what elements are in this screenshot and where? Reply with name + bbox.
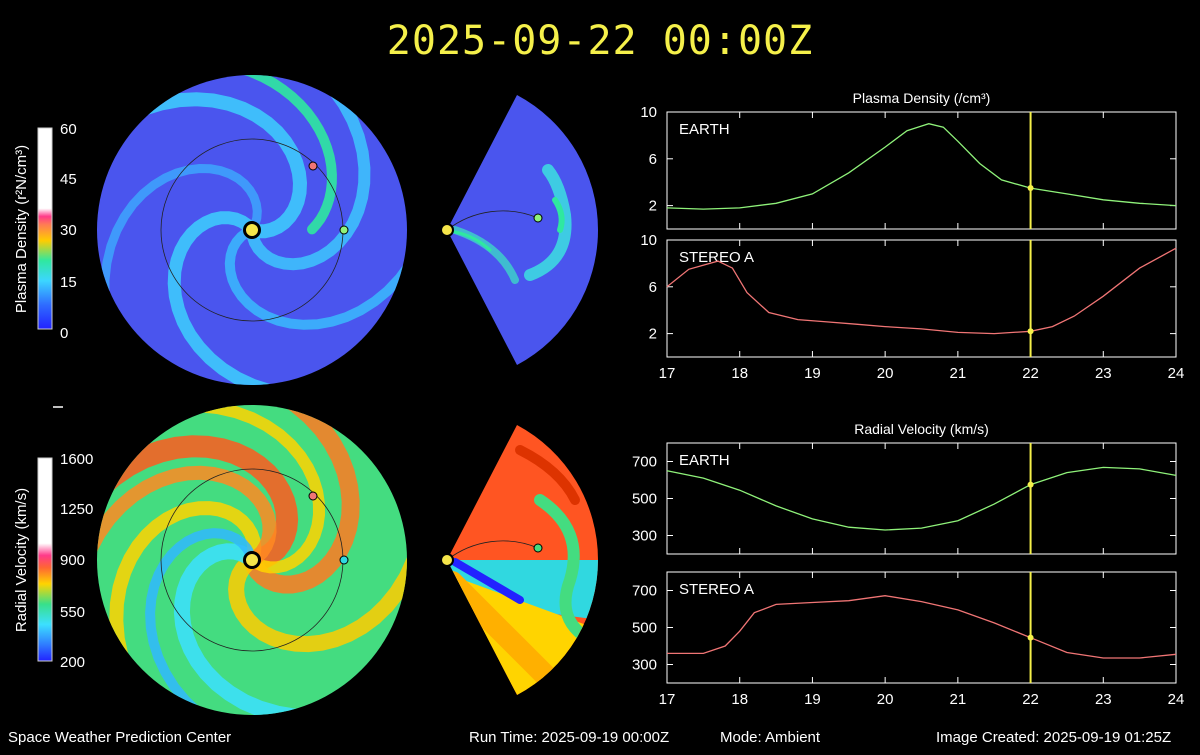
- earth-marker-wedge: [533, 213, 543, 223]
- earth-marker-velocity-wedge: [533, 543, 543, 553]
- x-tick-label: 19: [804, 691, 821, 708]
- density-meridional-wedge: [446, 95, 598, 365]
- svg-text:1600: 1600: [60, 451, 93, 468]
- density-colorbar-label: Plasma Density (r²N/cm³): [13, 145, 30, 313]
- density-colorbar: Plasma Density (r²N/cm³) 60 45 30 15 0: [13, 121, 77, 342]
- y-tick-label: 10: [640, 104, 657, 121]
- svg-text:15: 15: [60, 274, 77, 291]
- x-tick-label: 23: [1095, 691, 1112, 708]
- footer-image-created: Image Created: 2025-09-19 01:25Z: [936, 729, 1172, 746]
- y-tick-label: 6: [649, 279, 657, 296]
- y-tick-label: 2: [649, 326, 657, 343]
- x-tick-label: 21: [950, 365, 967, 382]
- series-line: [667, 595, 1177, 659]
- x-tick-label: 22: [1022, 365, 1039, 382]
- svg-text:200: 200: [60, 654, 85, 671]
- y-tick-label: 10: [640, 232, 657, 249]
- x-tick-label: 20: [877, 691, 894, 708]
- panel-1: STEREO A 2 6 10 17 18 19 20 21 22 23 24: [640, 232, 1184, 382]
- series-line: [666, 123, 1177, 210]
- panel-frame: [666, 239, 1177, 358]
- svg-text:550: 550: [60, 604, 85, 621]
- current-value-dot: [1027, 328, 1034, 335]
- panel-2: Radial Velocity (km/s) EARTH 300 500 700: [632, 421, 1177, 555]
- svg-text:900: 900: [60, 552, 85, 569]
- forecast-time-title: 2025-09-22 00:00Z: [386, 18, 814, 64]
- time-series-panels: Plasma Density (/cm³) EARTH 2 6 10 STEREO A 2 6…: [632, 90, 1184, 708]
- y-tick-label: 700: [632, 583, 657, 600]
- x-tick-label: 17: [659, 365, 676, 382]
- spacecraft-markers: [308, 161, 543, 565]
- panel-frame: [666, 111, 1177, 230]
- series-line: [666, 466, 1177, 531]
- footer-center-name: Space Weather Prediction Center: [8, 729, 232, 746]
- panel-title: Radial Velocity (km/s): [854, 421, 989, 437]
- y-tick-label: 700: [632, 454, 657, 471]
- svg-text:1250: 1250: [60, 501, 93, 518]
- svg-text:0: 0: [60, 325, 68, 342]
- sun-marker: [243, 221, 454, 569]
- panel-label: EARTH: [679, 452, 730, 469]
- earth-marker: [339, 225, 349, 235]
- density-ecliptic-disk: [97, 75, 407, 385]
- y-tick-label: 500: [632, 620, 657, 637]
- stereo-a-marker: [308, 161, 318, 171]
- series-line: [666, 247, 1177, 335]
- svg-text:30: 30: [60, 222, 77, 239]
- x-tick-label: 17: [659, 691, 676, 708]
- x-tick-label: 19: [804, 365, 821, 382]
- x-tick-label: 22: [1022, 691, 1039, 708]
- footer-mode: Mode: Ambient: [720, 729, 821, 746]
- svg-text:45: 45: [60, 171, 77, 188]
- panel-title: Plasma Density (/cm³): [853, 90, 991, 106]
- y-tick-label: 2: [649, 198, 657, 215]
- x-tick-label: 24: [1168, 691, 1185, 708]
- panel-0: Plasma Density (/cm³) EARTH 2 6 10: [640, 90, 1177, 230]
- y-tick-label: 500: [632, 491, 657, 508]
- y-tick-label: 6: [649, 151, 657, 168]
- x-tick-label: 23: [1095, 365, 1112, 382]
- velocity-colorbar: Radial Velocity (km/s) 1600 1250 900 550…: [13, 451, 93, 671]
- x-tick-label: 20: [877, 365, 894, 382]
- panel-label: STEREO A: [679, 249, 754, 266]
- footer-run-time: Run Time: 2025-09-19 00:00Z: [469, 729, 670, 746]
- panel-label: STEREO A: [679, 581, 754, 598]
- x-tick-label: 24: [1168, 365, 1185, 382]
- x-tick-label: 18: [731, 365, 748, 382]
- panel-3: STEREO A 300 500 700 17 18 19 20 21 22 23 24: [632, 571, 1185, 708]
- current-value-dot: [1027, 481, 1034, 488]
- current-value-dot: [1027, 634, 1034, 641]
- velocity-meridional-wedge: [446, 425, 598, 695]
- velocity-ecliptic-disk: [97, 405, 407, 715]
- panel-label: EARTH: [679, 121, 730, 138]
- x-tick-label: 18: [731, 691, 748, 708]
- y-tick-label: 300: [632, 657, 657, 674]
- y-tick-label: 300: [632, 528, 657, 545]
- svg-text:60: 60: [60, 121, 77, 138]
- current-value-dot: [1027, 185, 1034, 192]
- stereo-a-marker-velocity: [308, 491, 318, 501]
- x-tick-label: 21: [950, 691, 967, 708]
- velocity-colorbar-label: Radial Velocity (km/s): [13, 488, 30, 632]
- panel-frame: [666, 442, 1177, 555]
- earth-marker-velocity: [339, 555, 349, 565]
